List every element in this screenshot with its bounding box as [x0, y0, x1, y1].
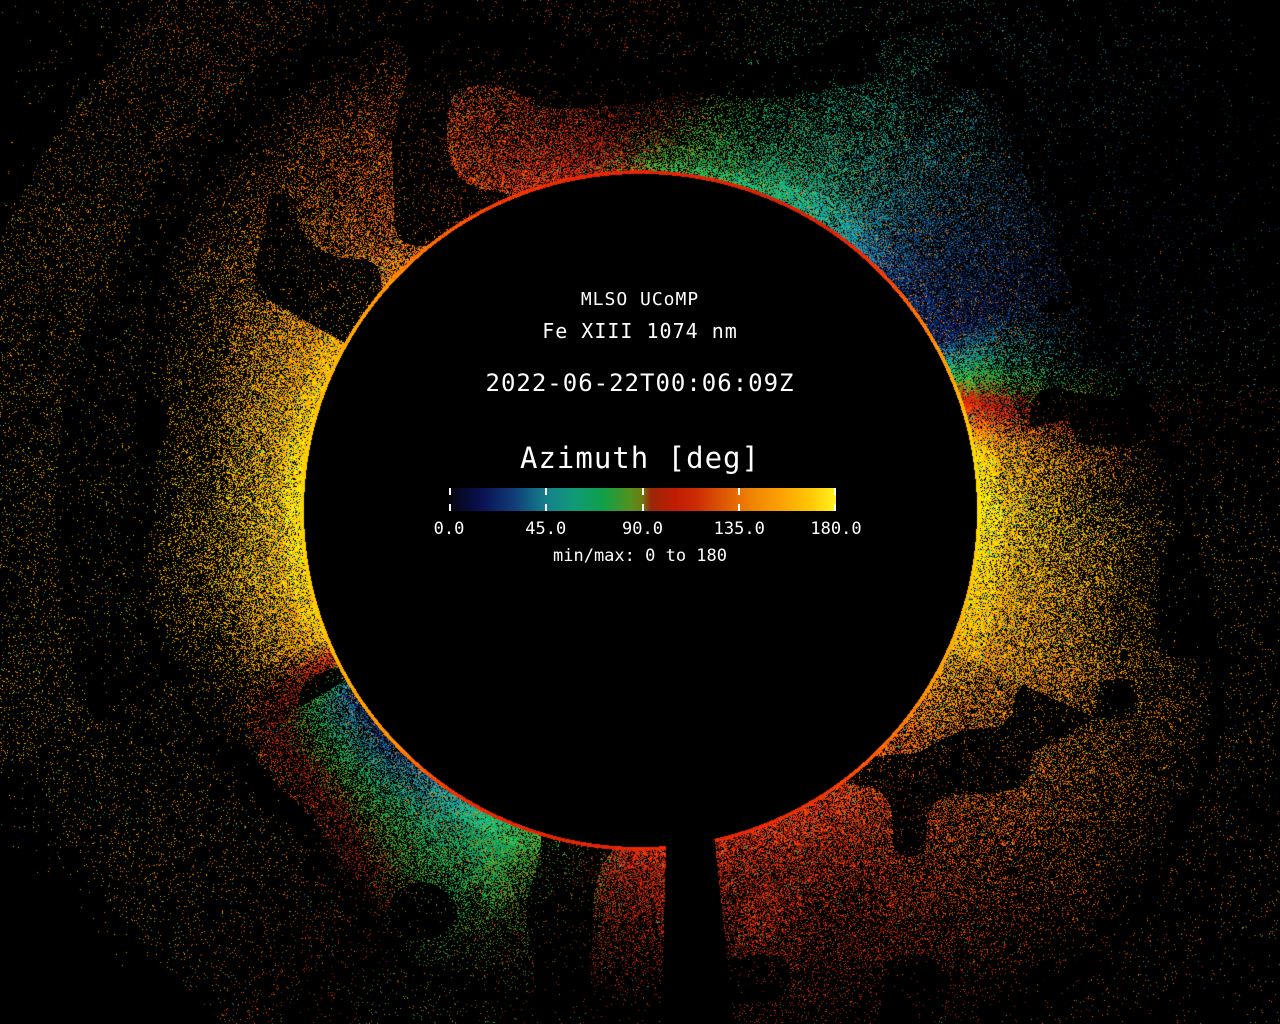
instrument-label: MLSO UCoMP	[580, 289, 700, 310]
colorbar-tick-mark	[834, 504, 836, 511]
colorbar-title: Azimuth [deg]	[520, 441, 760, 475]
colorbar-tick-mark	[641, 488, 644, 495]
colorbar-tick-label: 0.0	[433, 519, 465, 539]
colorbar-tick-mark	[544, 488, 547, 495]
colorbar-tick-labels: 0.0 45.0 90.0 135.0 180.0	[0, 519, 1280, 539]
colorbar-tick-label: 90.0	[622, 519, 663, 539]
colorbar-tick-label: 135.0	[713, 519, 765, 539]
timestamp-label: 2022-06-22T00:06:09Z	[485, 369, 795, 397]
colorbar-tick-mark	[544, 504, 547, 511]
minmax-label: min/max: 0 to 180	[553, 546, 727, 566]
colorbar-tick-mark	[834, 488, 836, 495]
colorbar-tick-mark	[738, 504, 741, 511]
colorbar-tick-mark	[449, 488, 451, 495]
colorbar-tick-label: 180.0	[810, 519, 862, 539]
colorbar-tick-mark	[738, 488, 741, 495]
colorbar-tick-label: 45.0	[525, 519, 567, 539]
colorbar-tick-mark	[449, 504, 451, 511]
spectral-line-label: Fe XIII 1074 nm	[542, 319, 738, 343]
colorbar	[449, 488, 836, 511]
colorbar-tick-mark	[641, 504, 644, 511]
